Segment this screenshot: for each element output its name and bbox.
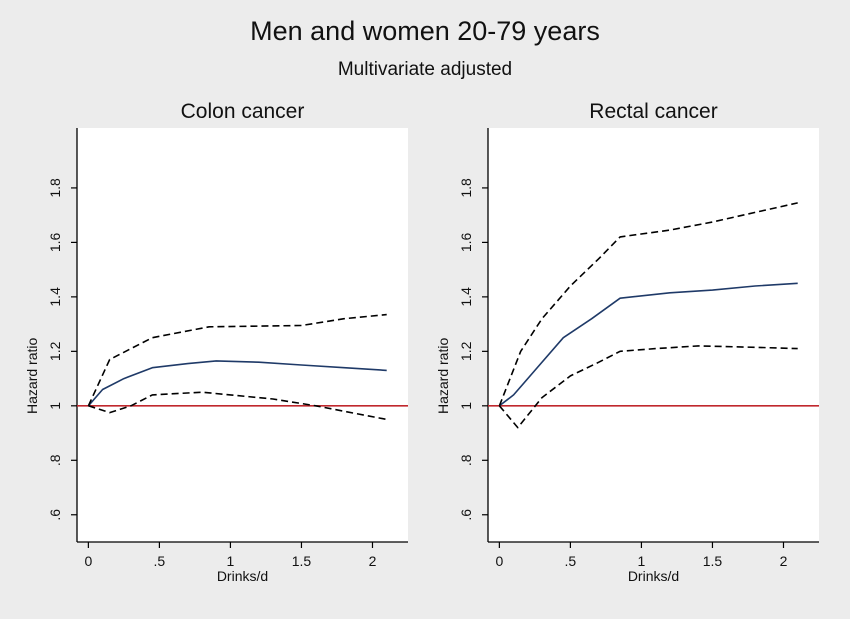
figure-title: Men and women 20-79 years (250, 16, 600, 46)
series-line-upper (498, 202, 798, 407)
plot-area (488, 128, 819, 542)
y-tick-label: .6 (47, 509, 63, 521)
y-tick-label: 1 (458, 402, 474, 410)
y-tick-label: .6 (458, 509, 474, 521)
x-tick-label: 2 (780, 553, 788, 569)
y-axis-label: Hazard ratio (24, 338, 40, 414)
x-axis-label: Drinks/d (217, 568, 268, 584)
series-line-lower (88, 391, 387, 421)
x-tick-label: 1.5 (292, 553, 312, 569)
x-tick-label: 2 (369, 553, 377, 569)
y-tick-label: 1.4 (47, 287, 63, 307)
y-tick-label: 1.2 (458, 341, 474, 361)
x-tick-label: 0 (495, 553, 503, 569)
x-tick-label: .5 (565, 553, 577, 569)
plot-area (77, 128, 408, 542)
y-tick-label: .8 (47, 454, 63, 466)
figure-subtitle: Multivariate adjusted (338, 59, 512, 80)
series-line-estimate (498, 282, 798, 407)
series-line-estimate (87, 360, 387, 407)
x-tick-label: 1 (227, 553, 235, 569)
y-tick-label: 1.8 (47, 178, 63, 198)
y-tick-label: 1.2 (47, 341, 63, 361)
y-tick-label: 1.6 (458, 232, 474, 252)
chart-panel-1: Colon cancer .6 .8 1 1.2 1.4 1.6 1.8 Hazard rati… (24, 100, 408, 584)
x-tick-label: 1 (638, 553, 646, 569)
x-tick-label: .5 (154, 553, 166, 569)
y-tick-label: 1.4 (458, 287, 474, 307)
y-tick-label: 1.8 (458, 178, 474, 198)
y-tick-label: 1.6 (47, 232, 63, 252)
y-tick-label: 1 (47, 402, 63, 410)
panel-title: Rectal cancer (589, 100, 717, 123)
series-line-upper (87, 313, 387, 407)
x-tick-label: 1.5 (703, 553, 723, 569)
series-line-lower (498, 345, 798, 429)
panel-title: Colon cancer (181, 100, 305, 123)
x-axis-label: Drinks/d (628, 568, 679, 584)
y-axis-label: Hazard ratio (435, 338, 451, 414)
chart-panel-2: Rectal cancer .6 .8 1 1.2 1.4 1.6 1.8 Hazard rat… (435, 100, 819, 584)
x-tick-label: 0 (84, 553, 92, 569)
y-tick-label: .8 (458, 454, 474, 466)
